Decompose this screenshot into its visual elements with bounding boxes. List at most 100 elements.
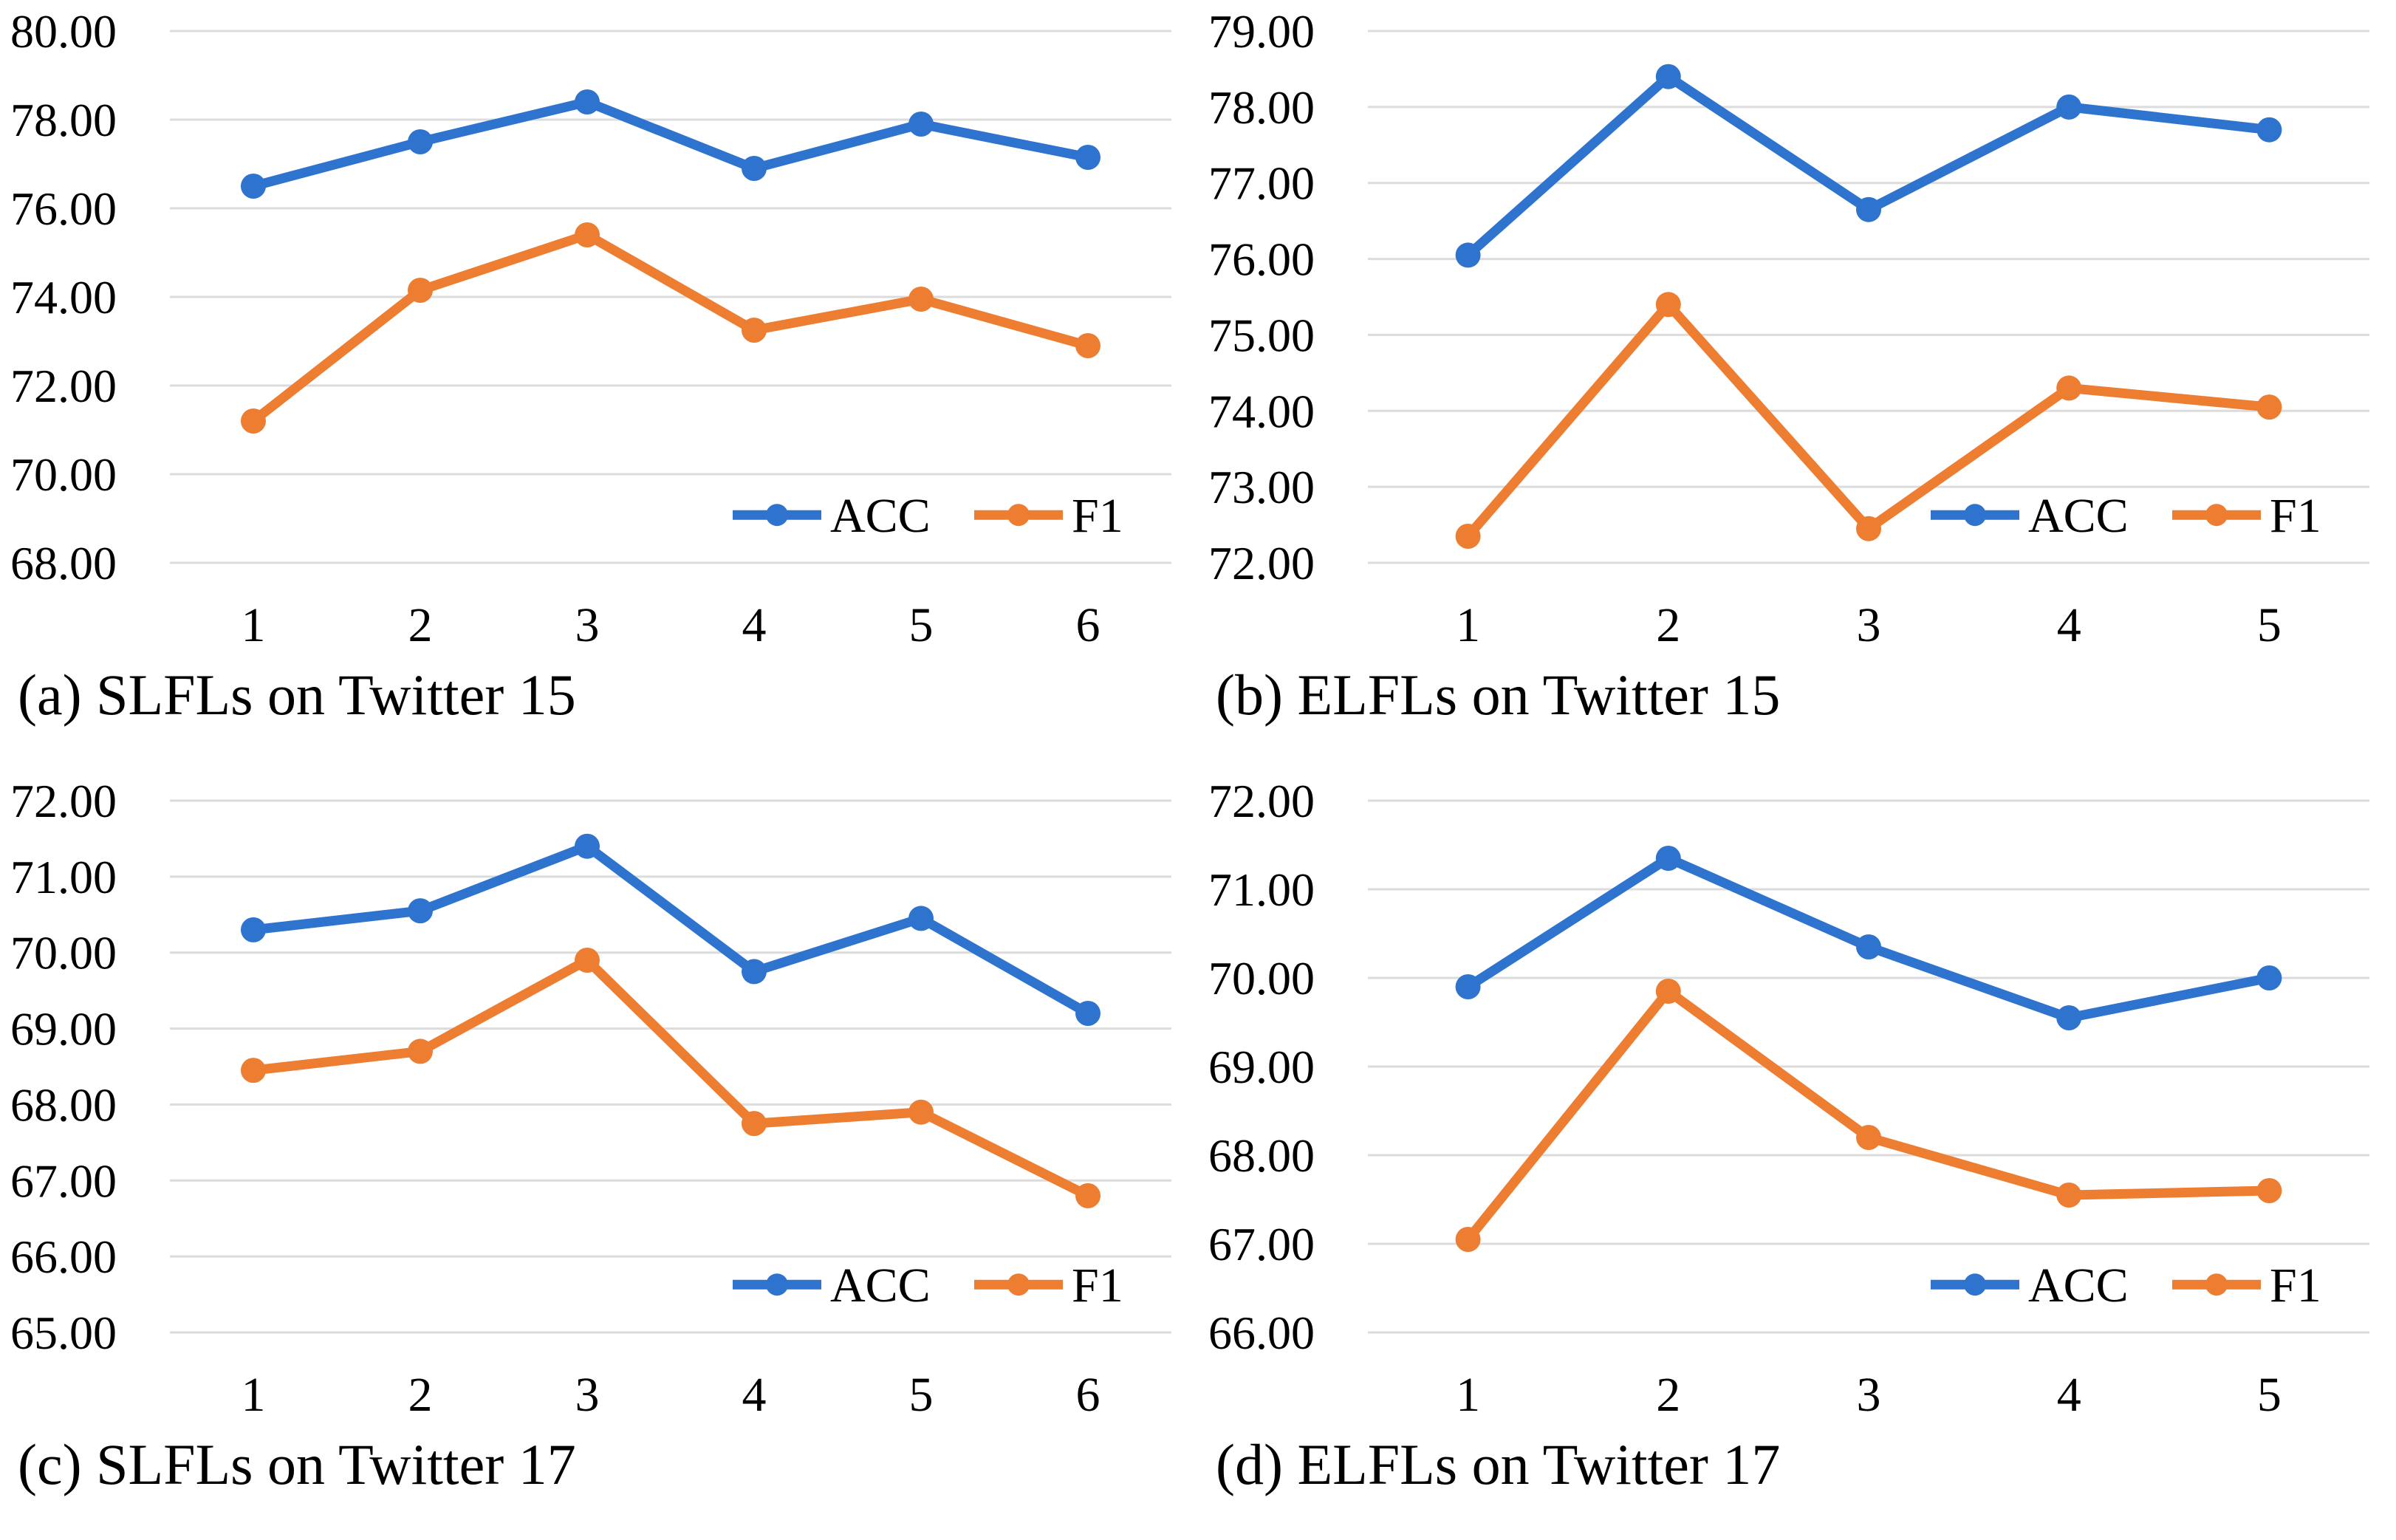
x-tick-label: 2 [408,598,433,652]
acc-marker [1455,242,1481,268]
y-tick-label: 68.00 [1208,1129,1315,1182]
chart-d-plot: 72.00 71.00 70.00 69.00 68.00 67.00 66.00 1 2 3 4 5… [1198,770,2396,1434]
acc-marker [241,917,266,942]
chart-b-caption: (b) ELFLs on Twitter 15 [1216,663,1781,727]
legend-acc-label: ACC [2028,1259,2129,1313]
acc-marker [575,833,600,859]
legend-f1-label: F1 [2270,489,2321,543]
f1-marker [1655,292,1681,318]
chart-c-cell: 72.00 71.00 70.00 69.00 68.00 67.00 66.00 65.00… [0,770,1198,1540]
legend-f1-marker [1007,1273,1030,1296]
y-tick-label: 73.00 [1208,461,1315,513]
chart-a-plot: 80.00 78.00 76.00 74.00 72.00 70.00 68.00 1 2 3 4 5… [0,0,1198,665]
x-tick-label: 3 [1857,598,1881,652]
legend-acc-marker [1964,1273,1986,1296]
legend-f1-label: F1 [2270,1259,2321,1313]
f1-line [248,955,1093,1201]
y-tick-label: 80.00 [10,5,117,58]
y-tick-label: 65.00 [10,1307,117,1359]
y-tick-label: 78.00 [10,94,117,146]
x-tick-label: 1 [1456,598,1480,652]
f1-marker [1075,333,1101,358]
x-tick-label: 3 [575,598,600,652]
f1-marker [1856,1125,1881,1150]
chart-svg: 72.00 71.00 70.00 69.00 68.00 67.00 66.00 65.00… [10,775,1171,1422]
y-tick-label: 69.00 [1208,1041,1315,1093]
chart-c-caption: (c) SLFLs on Twitter 17 [18,1432,576,1496]
acc-line [1463,72,2274,260]
acc-marker [2056,94,2082,120]
chart-d-cell: 72.00 71.00 70.00 69.00 68.00 67.00 66.00 1 2 3 4 5… [1198,770,2396,1540]
y-tick-label: 79.00 [1208,5,1315,58]
y-tick-label: 67.00 [1208,1218,1315,1270]
y-tick-label: 76.00 [10,182,117,235]
y-tick-label: 70.00 [1208,952,1315,1005]
f1-marker [241,1058,266,1084]
f1-line [1463,986,2274,1245]
acc-marker [408,898,433,924]
f1-marker [742,318,767,343]
y-tick-label: 70.00 [10,927,117,979]
legend-f1-marker [2205,1273,2228,1296]
legend-acc-marker [1964,504,1986,527]
f1-marker [408,278,433,303]
acc-marker [1856,934,1881,959]
y-tick-label: 76.00 [1208,233,1315,286]
chart-svg: 79.00 78.00 77.00 76.00 75.00 74.00 73.00 72.00… [1208,5,2369,652]
x-tick-label: 1 [1456,1368,1480,1422]
f1-marker [2056,375,2082,401]
y-tick-label: 67.00 [10,1154,117,1207]
f1-marker [2056,1183,2082,1208]
x-tick-label: 3 [1857,1368,1881,1422]
x-tick-label: 2 [408,1368,433,1422]
acc-marker [1075,145,1101,170]
legend-f1-marker [1007,504,1030,527]
y-tick-label: 69.00 [10,1003,117,1055]
f1-marker [575,948,600,973]
chart-d-caption: (d) ELFLs on Twitter 17 [1216,1432,1781,1496]
chart-a-cell: 80.00 78.00 76.00 74.00 72.00 70.00 68.00 1 2 3 4 5… [0,0,1198,770]
acc-marker [1655,846,1681,871]
chart-svg: 72.00 71.00 70.00 69.00 68.00 67.00 66.00 1 2 3 4 5… [1208,775,2369,1422]
acc-marker [575,89,600,114]
legend-acc-marker [766,1273,788,1296]
acc-marker [908,906,934,931]
legend-f1-marker [2205,504,2228,527]
x-tick-label: 4 [742,1368,767,1422]
f1-marker [2256,1178,2282,1203]
acc-marker [742,959,767,985]
legend-f1-label: F1 [1072,489,1123,543]
legend-acc-marker [766,504,788,527]
acc-marker [1856,196,1881,222]
chart-b-cell: 79.00 78.00 77.00 76.00 75.00 74.00 73.00 72.00… [1198,0,2396,770]
f1-marker [1455,1227,1481,1252]
x-tick-label: 4 [742,598,767,652]
acc-marker [1075,1001,1101,1026]
x-tick-label: 1 [242,1368,266,1422]
chart-b-plot: 79.00 78.00 77.00 76.00 75.00 74.00 73.00 72.00… [1198,0,2396,665]
chart-svg: 80.00 78.00 76.00 74.00 72.00 70.00 68.00 1 2 3 4 5… [10,5,1171,652]
x-tick-label: 3 [575,1368,600,1422]
chart-c-plot: 72.00 71.00 70.00 69.00 68.00 67.00 66.00 65.00… [0,770,1198,1434]
legend-acc-label: ACC [2028,489,2129,543]
x-tick-label: 4 [2057,598,2081,652]
f1-marker [908,1099,934,1125]
y-tick-label: 66.00 [10,1231,117,1283]
x-tick-label: 6 [1076,598,1101,652]
chart-a-caption: (a) SLFLs on Twitter 15 [18,663,576,727]
x-tick-label: 2 [1656,598,1680,652]
x-tick-label: 5 [2257,1368,2282,1422]
legend-acc-label: ACC [830,1259,931,1313]
x-tick-label: 4 [2057,1368,2081,1422]
y-tick-label: 66.00 [1208,1307,1315,1359]
f1-marker [742,1111,767,1137]
y-tick-label: 71.00 [1208,863,1315,916]
y-tick-label: 72.00 [1208,775,1315,827]
acc-marker [1655,64,1681,89]
x-tick-label: 6 [1076,1368,1101,1422]
y-tick-label: 74.00 [1208,385,1315,437]
acc-line [248,97,1093,191]
acc-marker [742,156,767,181]
f1-marker [1075,1183,1101,1208]
f1-marker [408,1038,433,1064]
